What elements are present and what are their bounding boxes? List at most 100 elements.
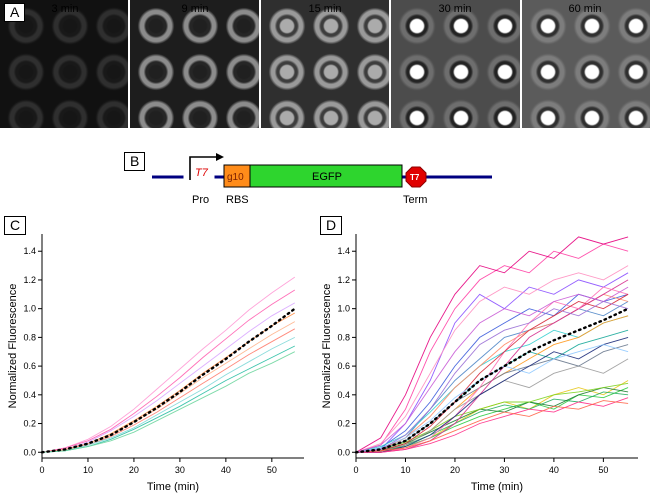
construct-svg: T7 g10 EGFP T7 Pro RBS Term	[152, 153, 492, 206]
series-line-droplet-2	[41, 289, 296, 453]
microscopy-strip	[0, 0, 650, 128]
timepoint-label: 15 min	[308, 3, 342, 15]
droplet	[616, 99, 650, 128]
droplet	[181, 53, 220, 91]
droplet	[442, 99, 481, 128]
y-tick-label: 0.8	[23, 332, 36, 342]
chart-average-traces: 0 10 20 30 40 50 0.0 0.2 0.4 0.6 0.8 1.0 1.2 1.4 Time …	[6, 228, 312, 494]
series-line-cell-24	[356, 397, 629, 453]
panel-label-d: D	[320, 216, 343, 235]
timepoint-label: 60 min	[568, 3, 602, 15]
y-tick-label: 0.0	[337, 447, 350, 457]
y-tick-label: 0.8	[337, 332, 350, 342]
y-axis-title: Normalized Fluorescence	[7, 284, 19, 409]
x-tick-label: 20	[129, 465, 139, 475]
chart-single-droplet-traces: 0 10 20 30 40 50 0.0 0.2 0.4 0.6 0.8 1.0 1.2 1.4 Time …	[320, 228, 646, 494]
x-tick-label: 10	[83, 465, 93, 475]
droplet	[137, 7, 176, 45]
droplet	[398, 99, 437, 128]
y-tick-label: 0.4	[23, 390, 36, 400]
series-line-cell-3	[355, 272, 629, 453]
promoter-label: T7	[195, 167, 209, 179]
chart-svg-D: 0 10 20 30 40 50 0.0 0.2 0.4 0.6 0.8 1.0 1.2 1.4 Time …	[321, 234, 638, 493]
y-tick-label: 0.0	[23, 447, 36, 457]
droplet	[95, 7, 129, 45]
y-tick-label: 1.2	[23, 275, 36, 285]
micrograph-30min	[391, 0, 520, 128]
x-tick-label: 40	[549, 465, 559, 475]
droplet	[225, 7, 259, 45]
droplet	[181, 7, 220, 45]
series-line-cell-6	[355, 315, 629, 453]
series-line-cell-19	[356, 286, 629, 453]
mean-line	[40, 307, 296, 454]
droplet	[355, 7, 390, 45]
droplet	[311, 99, 350, 128]
micrograph-60min	[521, 0, 650, 128]
droplet	[572, 7, 611, 45]
droplet	[137, 53, 176, 91]
droplet	[486, 7, 520, 45]
x-tick-label: 50	[598, 465, 608, 475]
promoter-arrow-icon	[189, 156, 216, 180]
y-tick-label: 0.2	[23, 419, 36, 429]
droplet	[398, 53, 437, 91]
timepoint-label: 30 min	[438, 3, 472, 15]
series-line-droplet-1	[41, 276, 296, 453]
y-tick-label: 1.4	[337, 246, 350, 256]
x-tick-label: 10	[400, 465, 410, 475]
pro-sublabel: Pro	[192, 194, 209, 206]
mean-line	[354, 307, 630, 454]
micrograph-15min	[260, 0, 390, 128]
droplet	[486, 99, 520, 128]
y-tick-label: 0.2	[337, 419, 350, 429]
droplet	[225, 99, 259, 128]
x-tick-label: 30	[175, 465, 185, 475]
droplet	[311, 53, 350, 91]
droplet	[486, 53, 520, 91]
y-tick-label: 1.0	[23, 304, 36, 314]
term-sublabel: Term	[403, 194, 427, 206]
series-line-cell-25	[355, 400, 629, 453]
droplet	[572, 53, 611, 91]
x-axis-title: Time (min)	[471, 481, 523, 493]
series-line-cell-21	[356, 336, 629, 453]
terminator-octagon-icon	[405, 166, 427, 188]
x-axis-title: Time (min)	[147, 481, 199, 493]
micrograph-3min	[0, 0, 129, 128]
droplet	[528, 53, 567, 91]
series-line-droplet-6	[41, 328, 296, 453]
droplet	[95, 99, 129, 128]
panel-label-b: B	[124, 152, 146, 171]
droplet-grid	[522, 0, 650, 128]
promoter-box	[183, 161, 215, 185]
droplet	[51, 53, 89, 91]
droplet	[7, 99, 45, 128]
gene-construct-diagram: T7 g10 EGFP T7 Pro RBS Term	[140, 150, 510, 212]
y-tick-label: 0.6	[23, 361, 36, 371]
droplet-grid	[391, 0, 520, 128]
droplet	[442, 53, 481, 91]
panel-label-a: A	[4, 3, 26, 22]
x-tick-label: 40	[221, 465, 231, 475]
terminator-label: T7	[410, 173, 420, 182]
droplet-grid	[261, 0, 390, 128]
rbs-label: g10	[227, 172, 244, 183]
droplet	[442, 7, 481, 45]
x-tick-label: 30	[499, 465, 509, 475]
gene-box	[249, 164, 403, 188]
series-line-cell-2	[355, 236, 629, 453]
promoter-arrowhead-icon	[216, 153, 224, 161]
panel-label-c: C	[4, 216, 27, 235]
y-axis-title: Normalized Fluorescence	[321, 284, 333, 409]
droplet	[225, 53, 259, 91]
series-line-cell-15	[355, 382, 629, 453]
x-tick-label: 20	[450, 465, 460, 475]
y-tick-label: 1.0	[337, 304, 350, 314]
x-tick-label: 0	[39, 465, 44, 475]
series-line-droplet-7	[41, 336, 296, 453]
series-line-cell-5	[355, 301, 629, 453]
y-tick-label: 0.6	[337, 361, 350, 371]
series-line-cell-1	[355, 243, 629, 453]
